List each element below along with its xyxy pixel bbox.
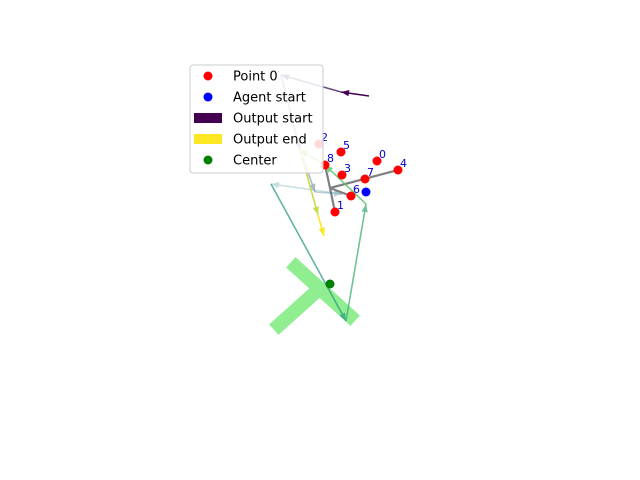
- point-label: 1: [337, 199, 344, 212]
- point-marker: [337, 170, 347, 180]
- legend-patch: [194, 134, 222, 144]
- point-label: 7: [367, 166, 374, 179]
- point-label: 4: [400, 157, 407, 170]
- legend-marker: [203, 71, 213, 81]
- center-marker: [325, 279, 335, 289]
- point-label: 2: [321, 131, 328, 144]
- legend: Point 0 Agent start Output start Output end…: [189, 64, 324, 174]
- output-arrow: [317, 214, 325, 237]
- legend-box: [189, 64, 324, 174]
- point-marker: [393, 165, 403, 175]
- output-arrow: [270, 181, 343, 195]
- point-marker: [360, 174, 370, 184]
- legend-marker: [203, 155, 213, 165]
- output-arrow: [345, 203, 368, 322]
- legend-label: Output start: [233, 112, 313, 127]
- point-marker: [336, 147, 346, 157]
- point-marker: [372, 156, 382, 166]
- legend-patch: [194, 113, 222, 123]
- agent-start-marker: [361, 187, 371, 197]
- output-arrow: [314, 190, 343, 197]
- point-label: 3: [344, 162, 351, 175]
- highlight-region: [269, 257, 360, 335]
- point-marker: [330, 207, 340, 217]
- legend-label: Agent start: [233, 91, 306, 106]
- legend-marker: [203, 92, 213, 102]
- legend-label: Point 0: [233, 70, 278, 85]
- legend-label: Center: [233, 154, 277, 169]
- point-marker: [346, 191, 356, 201]
- output-arrow: [340, 89, 370, 97]
- point-label: 6: [353, 183, 360, 196]
- point-label: 8: [327, 152, 334, 165]
- point-label: 0: [379, 148, 386, 161]
- point-markers: 0 1 2 3 4 5 67 8: [314, 131, 407, 289]
- skeleton-lines: [323, 164, 399, 213]
- point-label: 5: [343, 139, 350, 152]
- legend-label: Output end: [233, 133, 307, 148]
- region-bar-b: [269, 280, 328, 335]
- output-arrow: [270, 183, 347, 322]
